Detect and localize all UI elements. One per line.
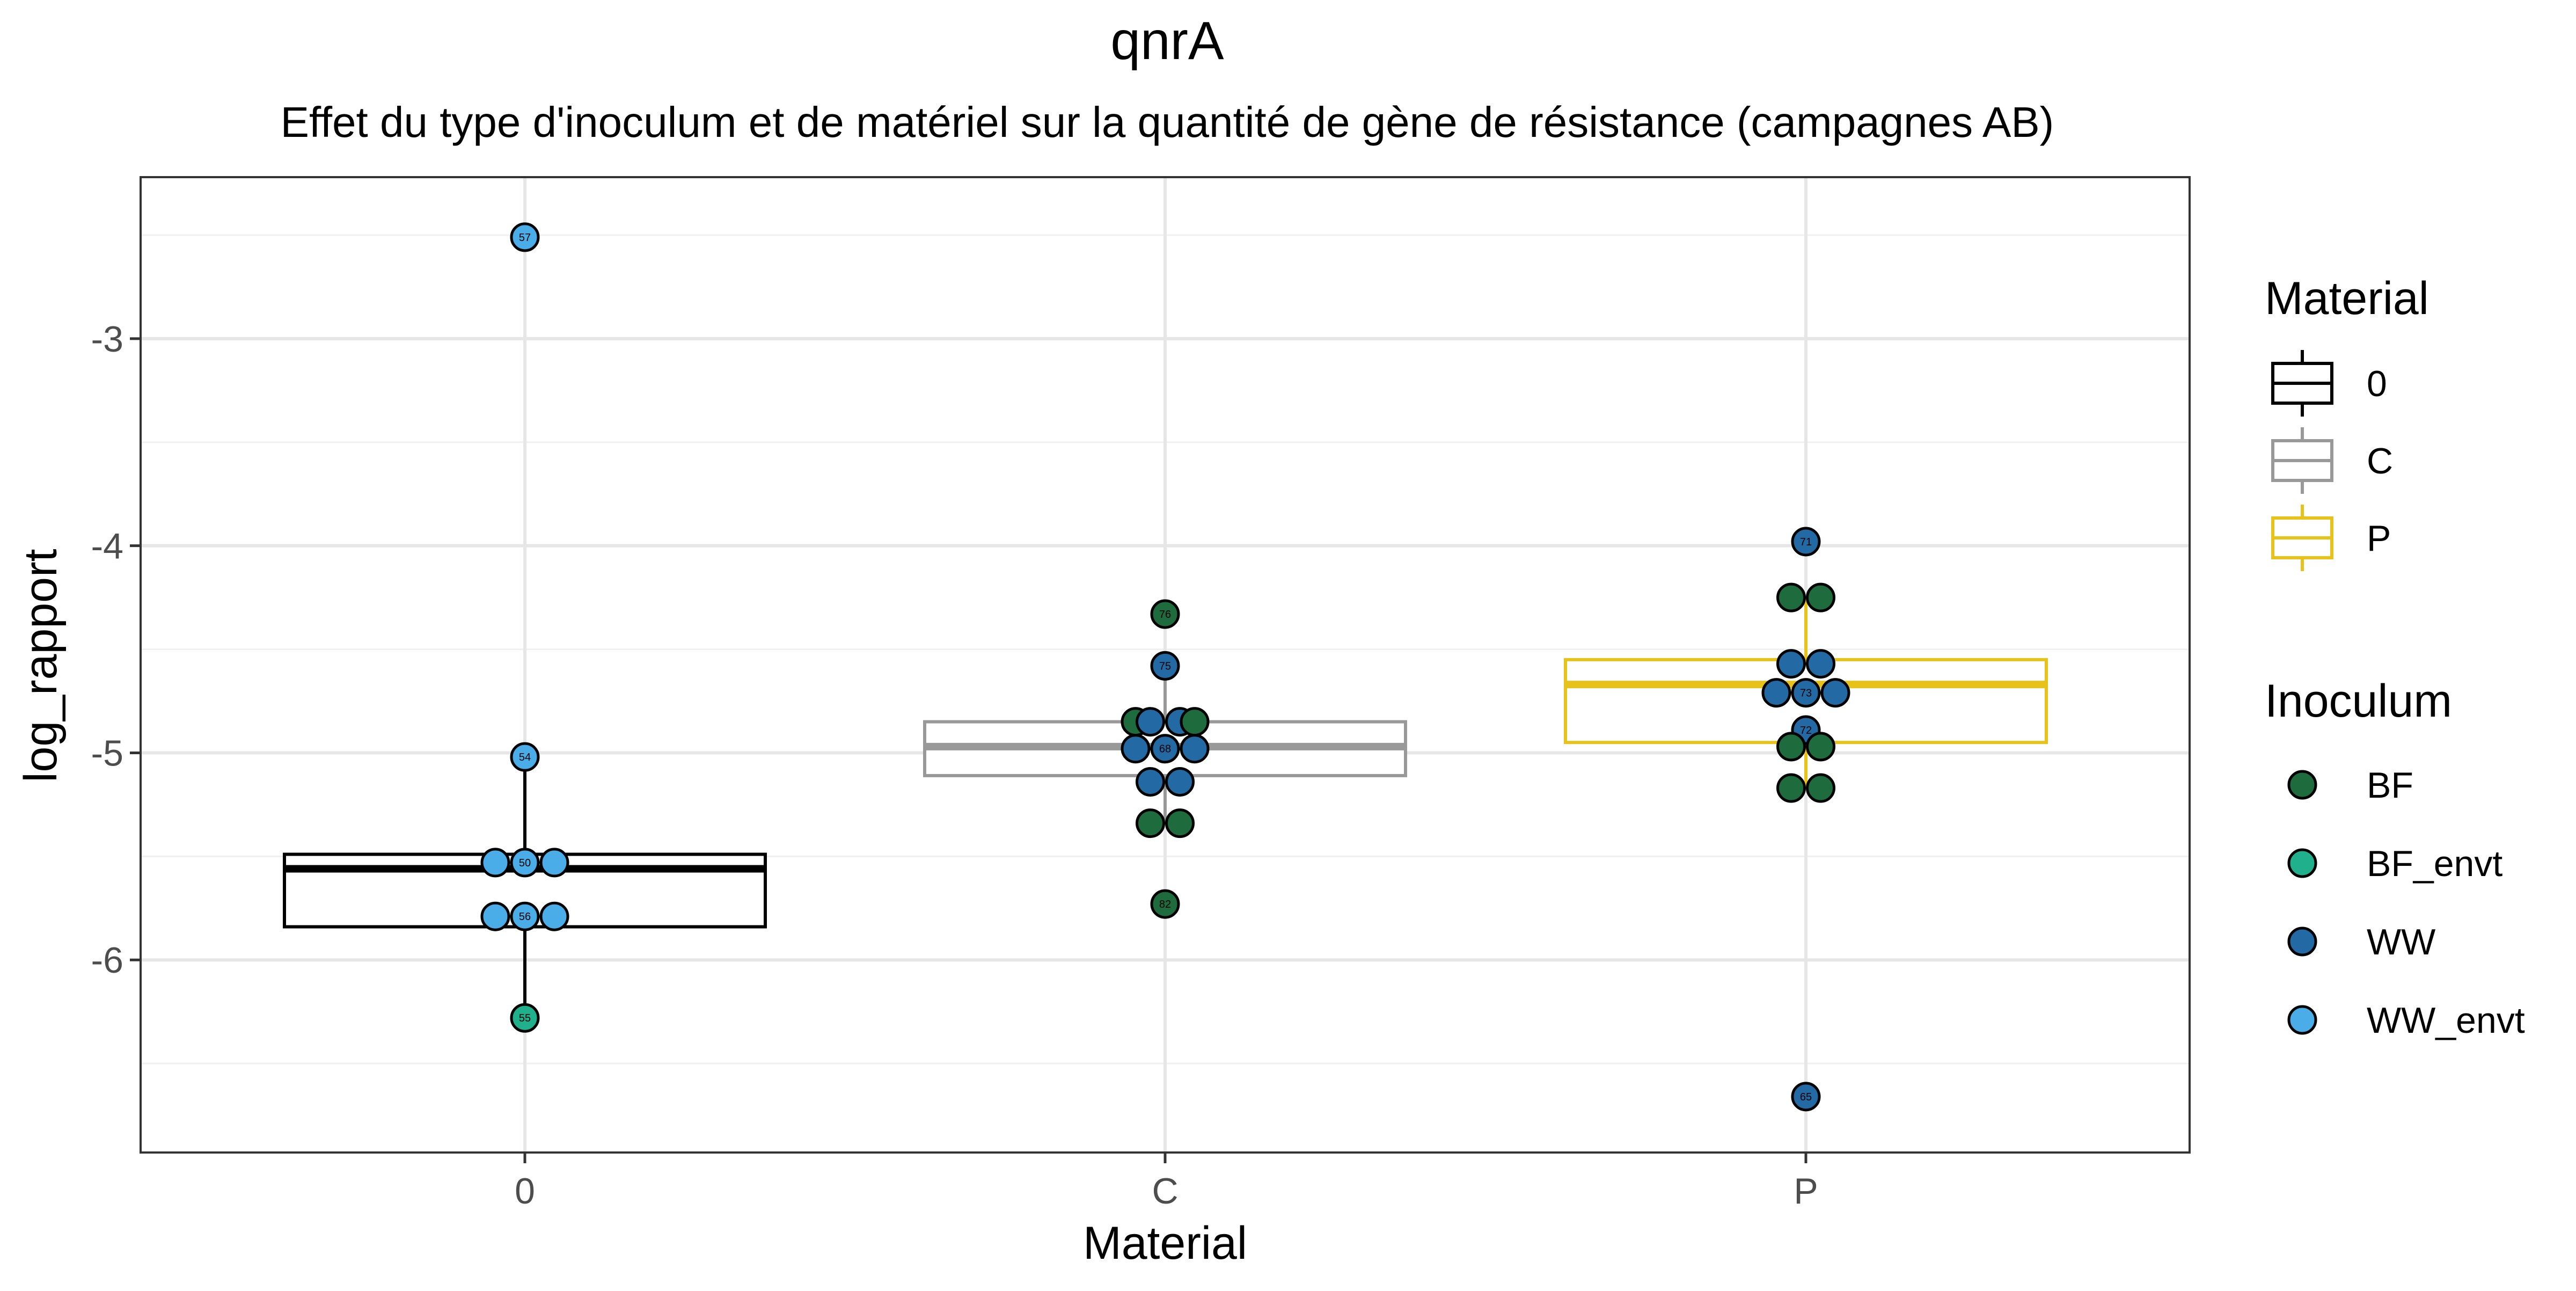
- legend-key-inoculum: [2287, 1005, 2317, 1035]
- legend-label-material: P: [2367, 518, 2391, 559]
- data-point: [1136, 808, 1165, 838]
- legend-key-inoculum: [2287, 927, 2317, 957]
- data-point: [480, 901, 510, 931]
- data-point: [1165, 767, 1195, 797]
- data-point: [1791, 527, 1821, 557]
- data-point: [539, 848, 569, 878]
- data-point: [510, 222, 540, 252]
- data-point: [1776, 582, 1806, 612]
- data-point: [1806, 582, 1835, 612]
- y-tick-label: -5: [91, 733, 123, 774]
- x-tick-label: P: [1794, 1171, 1818, 1212]
- data-point: [1150, 599, 1180, 629]
- point-label: 71: [1800, 536, 1812, 548]
- data-point: [510, 742, 540, 772]
- legend-label-material: C: [2367, 441, 2393, 482]
- point-label: 75: [1159, 660, 1171, 672]
- legend-label-material: 0: [2367, 363, 2387, 404]
- data-point: [1761, 678, 1791, 708]
- legend-title-material: Material: [2265, 273, 2429, 324]
- chart-title: qnrA: [1110, 11, 1224, 71]
- point-label: 73: [1800, 688, 1812, 699]
- x-tick-label: 0: [515, 1171, 535, 1212]
- data-point: [1806, 732, 1835, 762]
- legend-label-inoculum: BF_envt: [2367, 843, 2502, 884]
- legend-key-inoculum: [2287, 770, 2317, 800]
- data-point: [1121, 734, 1151, 764]
- y-tick-label: -4: [91, 526, 123, 567]
- legend-title-inoculum: Inoculum: [2265, 675, 2452, 727]
- data-point: [510, 901, 540, 931]
- data-point: [1820, 678, 1850, 708]
- data-point: [1136, 767, 1165, 797]
- legend-key-material: [2271, 505, 2333, 571]
- legend-key-material: [2271, 350, 2333, 417]
- data-point: [1791, 678, 1821, 708]
- data-point: [1165, 808, 1195, 838]
- y-tick-label: -3: [91, 319, 123, 360]
- data-point: [1806, 773, 1835, 803]
- point-label: 76: [1159, 609, 1171, 621]
- data-point: [510, 848, 540, 878]
- data-point: [1791, 1082, 1821, 1112]
- data-point: [1776, 732, 1806, 762]
- legend: Material 0 CP Inoculum BF BF_envt WW WW_envt: [2265, 273, 2525, 1041]
- data-point: [510, 1003, 540, 1033]
- y-tick-label: -6: [91, 940, 123, 981]
- chart-subtitle: Effet du type d'inoculum et de matériel …: [281, 98, 2054, 146]
- data-point: [1150, 734, 1180, 764]
- point-label: 50: [519, 857, 531, 869]
- point-label: 65: [1800, 1091, 1812, 1103]
- x-tick-label: C: [1152, 1171, 1178, 1212]
- x-axis: 0 C P: [515, 1153, 1818, 1212]
- data-point: [480, 848, 510, 878]
- x-axis-label: Material: [1083, 1217, 1247, 1269]
- data-point: [539, 901, 569, 931]
- box-C: [923, 666, 1407, 823]
- data-point: [1806, 649, 1835, 679]
- data-point: [1136, 707, 1165, 737]
- point-label: 56: [519, 911, 531, 923]
- data-point: [1776, 773, 1806, 803]
- point-label: 82: [1159, 899, 1171, 910]
- point-label: 55: [519, 1012, 531, 1024]
- points-layer: 57 54 50 56 55 76 75 68 82 71 73 72 65: [480, 222, 1850, 1112]
- legend-label-inoculum: WW_envt: [2367, 1000, 2525, 1041]
- data-point: [1180, 734, 1210, 764]
- legend-label-inoculum: WW: [2367, 922, 2435, 962]
- y-axis-label: log_rapport: [15, 549, 67, 782]
- legend-key-inoculum: [2287, 848, 2317, 878]
- data-point: [1150, 889, 1180, 919]
- point-label: 54: [519, 752, 531, 763]
- point-label: 72: [1800, 725, 1812, 736]
- data-point: [1150, 651, 1180, 681]
- data-point: [1180, 707, 1210, 737]
- legend-key-material: [2271, 427, 2333, 494]
- y-axis: -6 -5 -4 -3: [91, 319, 141, 981]
- point-label: 68: [1159, 743, 1171, 755]
- data-point: [1776, 649, 1806, 679]
- legend-label-inoculum: BF: [2367, 765, 2413, 806]
- point-label: 57: [519, 232, 531, 244]
